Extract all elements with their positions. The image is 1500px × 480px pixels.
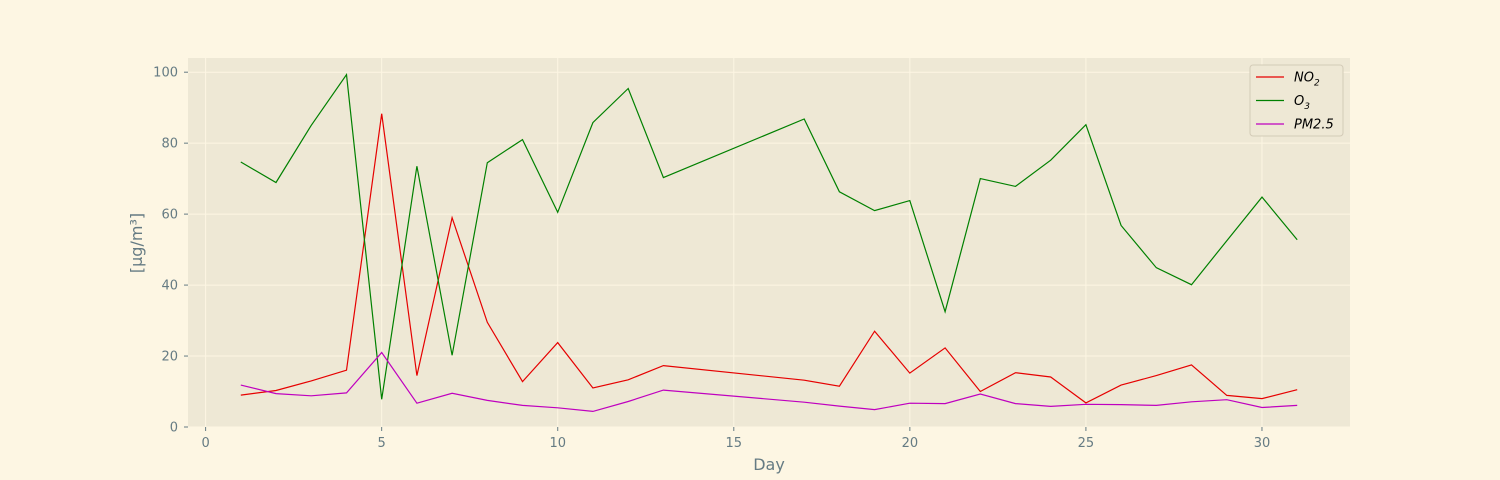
x-tick-label: 5 — [378, 436, 386, 451]
y-axis-label: [µg/m³] — [127, 213, 146, 273]
axis-ticks: 0 5 10 15 20 25 30 0 20 40 60 80 100 — [153, 66, 1270, 451]
x-tick-label: 0 — [201, 436, 209, 451]
series-lines — [240, 73, 1298, 413]
y-tick-label: 0 — [170, 421, 178, 436]
y-tick-label: 60 — [161, 208, 178, 223]
y-tick-label: 40 — [161, 279, 178, 294]
y-tick-label: 20 — [161, 350, 178, 365]
legend-label-no2: NO2 — [1294, 71, 1320, 89]
x-tick-label: 30 — [1254, 436, 1271, 451]
plot-area — [188, 58, 1350, 427]
x-tick-label: 25 — [1078, 436, 1095, 451]
series-line-o3 — [240, 73, 1298, 400]
y-tick-label: 80 — [161, 137, 178, 152]
x-tick-label: 15 — [726, 436, 743, 451]
y-tick-label: 100 — [153, 66, 178, 81]
legend-label-o3: O3 — [1294, 94, 1310, 112]
x-tick-label: 10 — [549, 436, 566, 451]
legend: NO2 O3 PM2.5 — [1249, 64, 1344, 137]
legend-box — [1249, 64, 1344, 137]
legend-label-pm2-5: PM2.5 — [1294, 118, 1334, 133]
series-line-no2 — [240, 113, 1298, 404]
x-axis-label: Day — [753, 455, 785, 474]
series-line-pm2-5 — [240, 351, 1298, 413]
x-tick-label: 20 — [902, 436, 919, 451]
